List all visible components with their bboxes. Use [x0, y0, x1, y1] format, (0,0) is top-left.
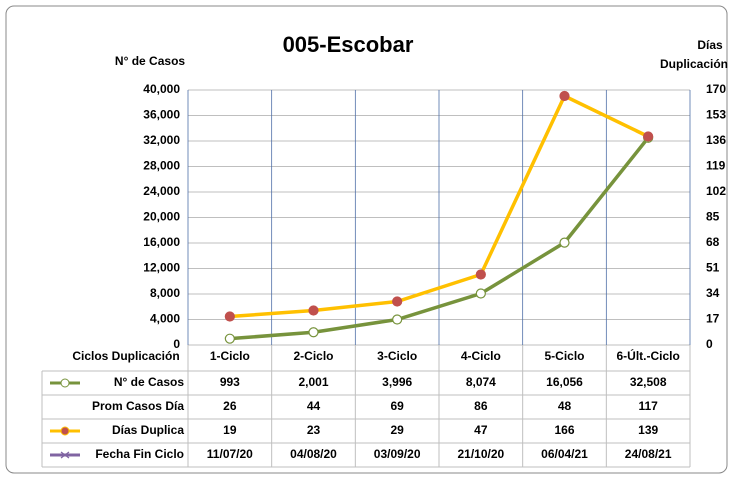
series-line [229, 136, 650, 341]
y-tick-label: 40,000 [143, 82, 180, 96]
table-cell: 117 [638, 399, 658, 413]
y2-axis-label: Días [697, 38, 723, 52]
table-cell: 24/08/21 [625, 447, 672, 461]
x-tick-label: 4-Ciclo [461, 349, 501, 363]
marker [224, 333, 235, 344]
table-cell: 69 [390, 399, 404, 413]
y-tick-label: 32,000 [143, 133, 180, 147]
marker [559, 237, 570, 248]
marker [643, 131, 654, 142]
y2-tick-label: 119 [706, 159, 726, 173]
y-tick-label: 28,000 [143, 159, 180, 173]
table-cell: 139 [638, 423, 658, 437]
table-row-label: Fecha Fin Ciclo [95, 447, 184, 461]
table-cell: 04/08/20 [290, 447, 337, 461]
y2-tick-label: 170 [706, 82, 726, 96]
table-cell: 06/04/21 [541, 447, 588, 461]
legend-key [60, 451, 70, 459]
table-cell: 2,001 [298, 375, 328, 389]
y2-tick-label: 68 [706, 235, 720, 249]
table-cell: 03/09/20 [374, 447, 421, 461]
table-cell: 993 [220, 375, 240, 389]
marker [392, 314, 403, 325]
y2-tick-label: 136 [706, 133, 726, 147]
x-tick-label: 1-Ciclo [210, 349, 250, 363]
y2-tick-label: 17 [706, 312, 720, 326]
y2-tick-label: 85 [706, 210, 720, 224]
marker [308, 305, 319, 316]
x-tick-label: 5-Ciclo [544, 349, 584, 363]
marker [559, 90, 570, 102]
table-cell: 21/10/20 [457, 447, 504, 461]
chart-frame [5, 5, 728, 474]
y-axis-label: N° de Casos [115, 54, 185, 68]
marker [308, 327, 319, 338]
y-tick-label: 0 [173, 337, 180, 351]
table-cell: 47 [474, 423, 488, 437]
y-tick-label: 12,000 [143, 261, 180, 275]
table-cell: 44 [307, 399, 321, 413]
x-axis-label: Ciclos Duplicación [72, 349, 179, 363]
x-tick-label: 6-Últ.-Ciclo [616, 348, 679, 363]
table-row-label: Prom Casos Día [92, 399, 184, 413]
table-cell: 23 [307, 423, 321, 437]
table-cell: 8,074 [466, 375, 496, 389]
table-cell: 16,056 [546, 375, 583, 389]
y2-tick-label: 102 [706, 184, 726, 198]
y-tick-label: 8,000 [150, 286, 180, 300]
marker [475, 269, 486, 280]
y-tick-label: 16,000 [143, 235, 180, 249]
table-cell: 32,508 [630, 375, 667, 389]
series-line [229, 93, 649, 319]
y-tick-label: 36,000 [143, 108, 180, 122]
y-tick-label: 24,000 [143, 184, 180, 198]
x-tick-label: 3-Ciclo [377, 349, 417, 363]
chart-title: 005-Escobar [283, 32, 414, 57]
table-cell: 48 [558, 399, 572, 413]
table-row-label: N° de Casos [114, 375, 184, 389]
table-cell: 11/07/20 [207, 447, 253, 461]
legend-key [60, 426, 70, 436]
legend-key [60, 378, 70, 388]
table-cell: 3,996 [382, 375, 412, 389]
y2-tick-label: 51 [706, 261, 720, 275]
y-tick-label: 4,000 [150, 312, 180, 326]
table-cell: 19 [223, 423, 237, 437]
x-tick-label: 2-Ciclo [293, 349, 333, 363]
table-cell: 86 [474, 399, 488, 413]
table-cell: 166 [554, 423, 574, 437]
table-cell: 29 [390, 423, 404, 437]
y2-tick-label: 153 [706, 108, 726, 122]
y2-tick-label: 0 [706, 337, 713, 351]
marker [475, 288, 486, 299]
y2-tick-label: 34 [706, 286, 720, 300]
marker [224, 311, 235, 322]
y-tick-label: 20,000 [143, 210, 180, 224]
marker [392, 296, 403, 307]
table-cell: 26 [223, 399, 237, 413]
table-row-label: Días Duplica [112, 423, 184, 437]
y2-axis-label: Duplicación [660, 57, 728, 71]
